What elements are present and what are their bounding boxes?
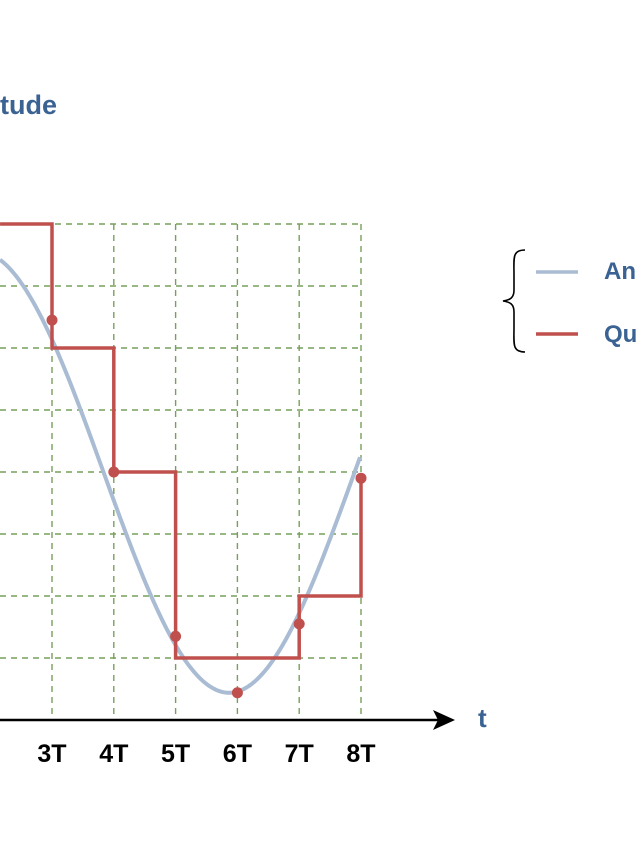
sample-point (46, 314, 58, 326)
x-tick-label: 4T (99, 740, 128, 768)
x-tick-label: 3T (37, 740, 66, 768)
sample-point (108, 466, 120, 478)
x-tick-label: 7T (285, 740, 314, 768)
x-tick-label: 6T (223, 740, 252, 768)
legend-quantized-label: Qu (604, 321, 637, 348)
sample-points (46, 314, 367, 699)
x-tick-label: 5T (161, 740, 190, 768)
sample-point (170, 630, 182, 642)
legend-analog-label: An (604, 258, 636, 285)
x-tick-labels: T3T4T5T6T7T8T (37, 740, 375, 768)
sample-point (355, 472, 367, 484)
sample-point (231, 687, 243, 699)
grid (0, 223, 362, 720)
t-axis-arrowhead (433, 710, 455, 730)
sample-point (293, 618, 305, 630)
quantized-signal-steps (0, 222, 363, 660)
x-tick-label: 8T (346, 740, 375, 768)
t-axis-label: t (478, 703, 487, 733)
y-axis-title: tude (0, 90, 57, 120)
legend-brace (502, 249, 526, 353)
